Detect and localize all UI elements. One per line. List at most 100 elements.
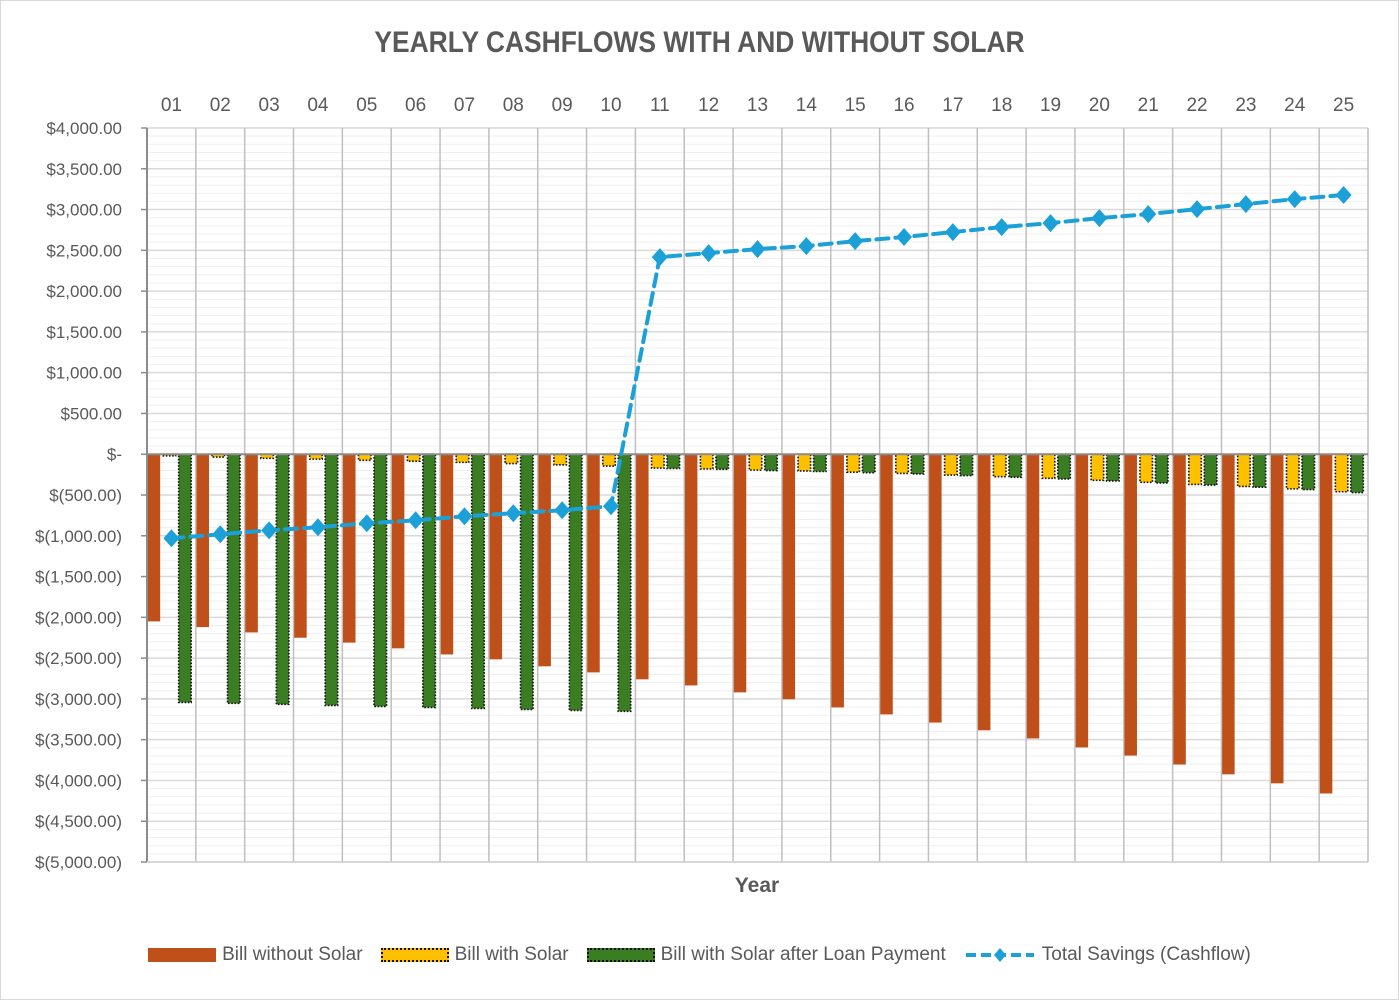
- savings-marker-23: [1237, 195, 1254, 214]
- bar-bill-with-solar-after-loan-payment-01: [177, 453, 192, 704]
- legend-item-bill-with-solar[interactable]: Bill with Solar: [380, 944, 569, 966]
- bar-bill-with-solar-05: [357, 453, 372, 462]
- y-tick-label: $(4,500.00): [35, 812, 122, 831]
- savings-marker-08: [505, 504, 522, 523]
- x-tick-label: 06: [405, 95, 426, 116]
- x-tick-label: 14: [796, 95, 818, 116]
- bar-bill-with-solar-13: [748, 453, 763, 471]
- bar-bill-with-solar-after-loan-payment-04: [324, 453, 339, 707]
- bar-bill-with-solar-after-loan-payment-03: [275, 453, 290, 706]
- legend-item-total-savings[interactable]: Total Savings (Cashflow): [964, 944, 1251, 966]
- bar-bill-without-solar-04: [294, 454, 307, 638]
- savings-marker-03: [261, 521, 278, 540]
- x-tick-label: 05: [356, 95, 377, 116]
- bar-bill-without-solar-14: [782, 454, 796, 700]
- savings-marker-10: [602, 497, 619, 516]
- x-tick-label: 10: [600, 95, 621, 116]
- bar-bill-with-solar-11: [650, 453, 665, 469]
- x-tick-label: 07: [454, 95, 475, 116]
- x-tick-label: 08: [503, 95, 524, 116]
- bars: [147, 453, 1365, 794]
- y-tick-label: $1,000.00: [46, 364, 122, 383]
- savings-marker-21: [1140, 205, 1157, 224]
- bar-bill-with-solar-after-loan-payment-22: [1203, 453, 1218, 486]
- y-tick-label: $1,500.00: [46, 323, 122, 342]
- savings-marker-04: [309, 518, 326, 537]
- y-tick-label: $(3,000.00): [35, 690, 122, 709]
- y-tick-label: $-: [107, 445, 122, 464]
- x-tick-label: 15: [845, 95, 866, 116]
- bar-bill-without-solar-15: [831, 454, 844, 708]
- savings-marker-22: [1189, 200, 1206, 219]
- y-tick-label: $(1,000.00): [35, 527, 122, 546]
- legend-swatch-bill-with-solar: [380, 948, 449, 962]
- x-tick-label: 16: [893, 95, 914, 116]
- x-tick-label: 19: [1040, 95, 1061, 116]
- legend-item-bill-after-loan[interactable]: Bill with Solar after Loan Payment: [586, 944, 946, 966]
- y-tick-label: $500.00: [61, 404, 122, 423]
- bar-bill-without-solar-20: [1075, 454, 1089, 748]
- bar-bill-with-solar-24: [1285, 453, 1300, 490]
- x-tick-label: 20: [1089, 95, 1110, 116]
- legend-swatch-total-savings: [965, 948, 1034, 962]
- bar-bill-with-solar-15: [846, 453, 861, 473]
- bar-bill-with-solar-02: [211, 453, 226, 458]
- x-tick-label: 09: [552, 95, 573, 116]
- legend-label: Bill without Solar: [222, 944, 363, 965]
- y-tick-label: $4,000.00: [46, 119, 122, 138]
- x-tick-label: 23: [1235, 95, 1256, 116]
- y-tick-label: $2,500.00: [46, 241, 122, 260]
- bar-bill-with-solar-21: [1139, 453, 1154, 484]
- y-tick-label: $(3,500.00): [35, 731, 122, 750]
- savings-marker-07: [456, 507, 473, 526]
- bar-bill-without-solar-22: [1173, 454, 1186, 765]
- bar-bill-with-solar-after-loan-payment-18: [1008, 453, 1023, 479]
- bar-bill-with-solar-after-loan-payment-02: [226, 453, 241, 705]
- bar-bill-with-solar-after-loan-payment-10: [617, 453, 632, 713]
- bar-bill-with-solar-19: [1041, 453, 1056, 480]
- x-tick-label: 17: [942, 95, 963, 116]
- x-axis-title: Year: [735, 874, 779, 897]
- legend-item-bill-without-solar[interactable]: Bill without Solar: [148, 944, 363, 966]
- savings-marker-17: [944, 223, 961, 242]
- x-tick-label: 22: [1186, 95, 1207, 116]
- bar-bill-without-solar-01: [147, 454, 161, 622]
- legend-label: Bill with Solar: [454, 944, 569, 965]
- savings-marker-06: [407, 511, 424, 530]
- x-tick-label: 12: [698, 95, 719, 116]
- bar-bill-without-solar-02: [196, 454, 210, 628]
- axes: [141, 127, 1368, 863]
- bar-bill-with-solar-17: [943, 453, 958, 476]
- legend: Bill without Solar Bill with Solar Bill …: [0, 944, 1399, 966]
- bar-bill-without-solar-12: [684, 454, 698, 686]
- savings-marker-16: [896, 228, 913, 247]
- y-axis-labels: $4,000.00 $3,500.00 $3,000.00 $2,500.00 $2,0…: [35, 119, 122, 872]
- bar-bill-without-solar-24: [1270, 454, 1284, 784]
- bar-bill-with-solar-after-loan-payment-08: [519, 453, 534, 711]
- savings-marker-01: [163, 529, 180, 548]
- savings-marker-19: [1042, 214, 1059, 233]
- bar-bill-with-solar-12: [699, 453, 714, 470]
- bar-bill-with-solar-after-loan-payment-09: [568, 453, 583, 712]
- bar-bill-without-solar-06: [391, 454, 405, 649]
- y-tick-label: $3,000.00: [46, 201, 122, 220]
- x-tick-label: 01: [161, 95, 182, 116]
- bar-bill-without-solar-25: [1319, 454, 1333, 794]
- bar-bill-without-solar-21: [1124, 454, 1137, 756]
- bar-bill-without-solar-16: [880, 454, 893, 715]
- bar-bill-with-solar-16: [894, 453, 910, 475]
- savings-marker-18: [993, 218, 1010, 237]
- savings-marker-13: [749, 240, 766, 259]
- bar-bill-with-solar-after-loan-payment-25: [1350, 453, 1365, 494]
- bar-bill-without-solar-07: [440, 454, 454, 655]
- bar-bill-with-solar-06: [406, 453, 421, 462]
- savings-marker-11: [651, 248, 668, 267]
- bar-bill-with-solar-after-loan-payment-14: [812, 453, 827, 473]
- bar-bill-without-solar-10: [587, 454, 600, 673]
- bar-bill-with-solar-after-loan-payment-17: [959, 453, 974, 477]
- bar-bill-without-solar-23: [1222, 454, 1235, 775]
- bar-bill-with-solar-03: [260, 453, 275, 460]
- bar-bill-without-solar-09: [538, 454, 551, 667]
- x-tick-label: 21: [1138, 95, 1159, 116]
- savings-marker-25: [1335, 186, 1352, 205]
